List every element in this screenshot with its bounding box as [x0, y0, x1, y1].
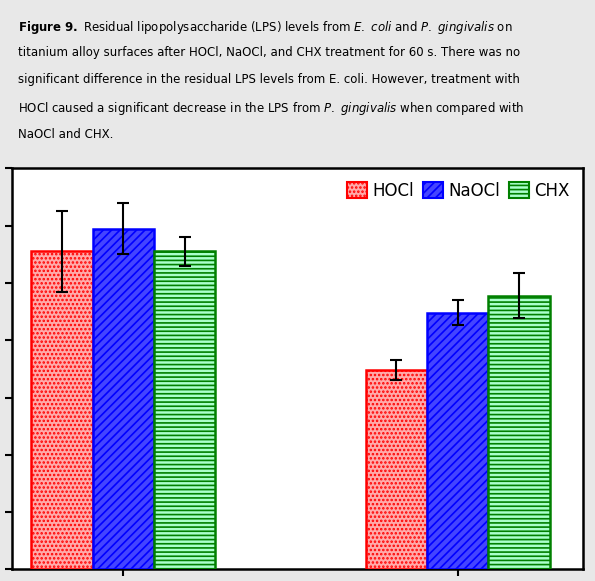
- Bar: [488, 296, 550, 569]
- Text: significant difference in the residual LPS levels from E. coli. However, treatme: significant difference in the residual L…: [18, 73, 519, 86]
- Bar: [154, 252, 215, 569]
- Text: titanium alloy surfaces after HOCl, NaOCl, and CHX treatment for 60 s. There was: titanium alloy surfaces after HOCl, NaOC…: [18, 46, 520, 59]
- Text: $\bf{Figure\ 9.}$ Residual lipopolysaccharide (LPS) levels from $\it{E.\ coli}$ : $\bf{Figure\ 9.}$ Residual lipopolysacch…: [18, 19, 512, 36]
- Bar: [366, 370, 427, 569]
- Text: NaOCl and CHX.: NaOCl and CHX.: [18, 128, 113, 141]
- Legend: HOCl, NaOCl, CHX: HOCl, NaOCl, CHX: [342, 177, 575, 205]
- Text: HOCl caused a significant decrease in the LPS from $\it{P.\ gingivalis}$ when co: HOCl caused a significant decrease in th…: [18, 101, 524, 117]
- Bar: [93, 228, 154, 569]
- Bar: [427, 313, 488, 569]
- Bar: [32, 252, 93, 569]
